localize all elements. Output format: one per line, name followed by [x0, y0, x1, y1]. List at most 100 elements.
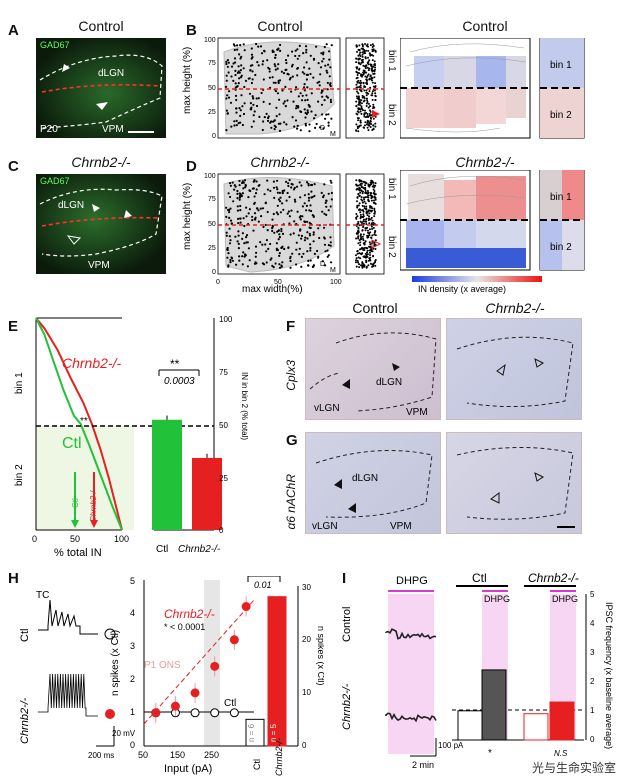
- cell-dot: [286, 99, 289, 102]
- cell-dot: [273, 128, 276, 131]
- cell-dot: [361, 252, 364, 255]
- cell-dot: [367, 229, 369, 232]
- legend-chrnb2: Chrnb2-/-: [62, 355, 121, 371]
- series-line-chrnb2: [35, 317, 123, 531]
- cell-dot: [355, 100, 358, 103]
- tick: 50: [219, 421, 228, 430]
- cell-dot: [314, 126, 317, 129]
- cell-dot: [371, 98, 374, 101]
- cell-dot: [318, 84, 321, 87]
- cell-dot: [364, 182, 367, 184]
- tick: 50: [274, 279, 282, 286]
- cell-dot: [361, 53, 364, 56]
- cell-dot: [275, 115, 278, 118]
- cell-dot: [358, 239, 361, 242]
- cell-dot: [293, 220, 296, 223]
- cell-dot: [362, 210, 365, 213]
- cell-dot: [270, 257, 273, 260]
- cell-dot: [270, 120, 273, 123]
- cell-dot: [359, 211, 362, 214]
- cell-dot: [369, 44, 372, 47]
- cell-dot: [310, 110, 313, 113]
- panel-a-title: Control: [78, 18, 124, 34]
- cell-dot: [300, 237, 303, 240]
- cell-dot: [272, 186, 276, 189]
- cell-dot: [264, 243, 267, 246]
- cell-dot: [366, 192, 368, 194]
- legend-ctl: Ctl: [62, 435, 82, 452]
- cell-dot: [357, 96, 360, 99]
- cell-dot: [357, 103, 360, 106]
- cell-dot: [312, 215, 315, 218]
- cell-dot: [373, 63, 376, 66]
- scale-ms: 200 ms: [88, 751, 114, 760]
- drug-label: DHPG: [396, 575, 428, 587]
- cell-dot: [361, 192, 364, 195]
- cell-dot: [304, 99, 307, 102]
- cell-dot: [368, 67, 371, 70]
- cell-dot: [228, 208, 231, 212]
- cell-dot: [355, 95, 358, 98]
- cell-dot: [324, 117, 327, 120]
- cell-dot: [225, 79, 228, 82]
- cell-dot: [239, 209, 242, 212]
- cell-dot: [295, 248, 298, 251]
- cell-dot: [296, 127, 299, 130]
- cell-dot: [327, 121, 330, 124]
- cell-dot: [365, 260, 368, 263]
- cell-dot: [273, 196, 276, 199]
- cell-dot: [283, 189, 286, 192]
- cell-dot: [286, 191, 289, 195]
- cell-dot: [327, 209, 330, 212]
- cell-dot: [281, 192, 284, 195]
- ish-svg: [456, 336, 574, 408]
- tick: 2: [590, 677, 595, 686]
- cell-dot: [362, 220, 365, 223]
- bar-sig: *: [262, 576, 266, 581]
- cell-dot: [252, 97, 255, 100]
- cell-dot: [361, 247, 364, 250]
- cell-dot: [276, 48, 279, 51]
- cell-dot: [366, 236, 369, 239]
- bin-label: bin 1: [386, 178, 397, 200]
- cell-dot: [355, 83, 358, 86]
- cell-dot: [361, 204, 364, 207]
- cell-dot: [287, 210, 290, 213]
- cell-dot: [374, 95, 377, 98]
- tick: 25: [219, 474, 228, 483]
- cell-dot: [229, 101, 233, 104]
- cell-dot: [316, 249, 319, 253]
- cell-dot: [232, 62, 235, 65]
- cell-dot: [287, 246, 290, 249]
- cell-dot: [374, 68, 376, 71]
- cell-dot: [371, 90, 374, 93]
- cell-dot: [319, 66, 323, 69]
- micrograph-a: GAD67 dLGN P20 VPM: [36, 38, 166, 138]
- cell-dot: [268, 102, 271, 105]
- cell-dot: [368, 124, 371, 127]
- cell-dot: [365, 223, 368, 225]
- data-point-chrnb2: [190, 688, 200, 698]
- cell-dot: [312, 76, 315, 79]
- cell-dot: [359, 55, 362, 57]
- tick: 0: [130, 740, 135, 750]
- cell-dot: [261, 128, 264, 132]
- cell-dot: [366, 253, 369, 256]
- cell-dot: [321, 113, 324, 116]
- cell-dot: [294, 200, 297, 203]
- cell-dot: [360, 112, 363, 115]
- tick: 5: [130, 576, 135, 586]
- y-axis-label: max height (%): [182, 47, 193, 114]
- cell-dot: [365, 266, 368, 269]
- cell-dot: [276, 67, 279, 70]
- cell-dot: [228, 242, 232, 245]
- cell-dot: [365, 64, 368, 67]
- group-title: Ctl: [472, 572, 487, 585]
- cell-dot: [242, 112, 246, 116]
- cell-dot: [273, 63, 276, 66]
- n-label: n = 6: [247, 723, 256, 742]
- cell-dot: [310, 183, 313, 187]
- data-point-ctl: [190, 708, 200, 718]
- cell-dot: [237, 82, 240, 85]
- cell-dot: [277, 81, 280, 85]
